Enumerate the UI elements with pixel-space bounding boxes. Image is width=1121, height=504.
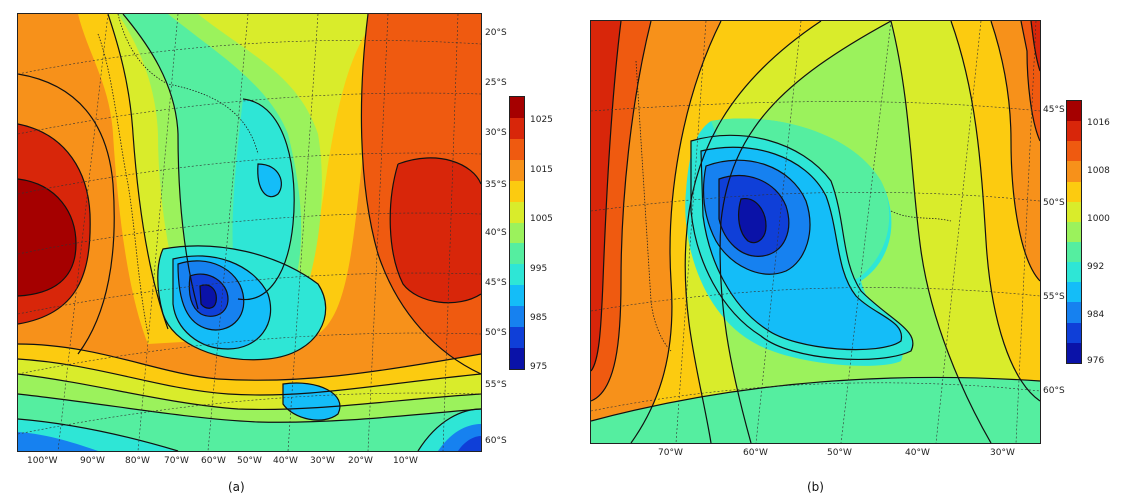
- colorbar-segment: [510, 264, 524, 286]
- lat-label: 55°S: [1043, 292, 1065, 302]
- colorbar-segment: [510, 243, 524, 265]
- colorbar-segment: [1067, 262, 1081, 283]
- colorbar-b: [1066, 100, 1082, 364]
- lat-label: 30°S: [485, 128, 507, 138]
- lon-label: 50°W: [237, 456, 262, 466]
- lon-label: 40°W: [273, 456, 298, 466]
- lat-label: 60°S: [485, 436, 507, 446]
- lon-label: 90°W: [80, 456, 105, 466]
- colorbar-tick: 992: [1087, 262, 1105, 272]
- colorbar-segment: [1067, 181, 1081, 202]
- colorbar-segment: [1067, 282, 1081, 303]
- lon-label: 10°W: [393, 456, 418, 466]
- colorbar-segment: [510, 201, 524, 223]
- lat-label: 40°S: [485, 228, 507, 238]
- lon-label: 50°W: [827, 448, 852, 458]
- colorbar-tick: 1016: [1087, 118, 1110, 128]
- colorbar-a: [509, 96, 525, 370]
- colorbar-tick: 1005: [530, 214, 553, 224]
- colorbar-segment: [1067, 322, 1081, 343]
- colorbar-segment: [510, 117, 524, 139]
- caption-a: (a): [228, 480, 245, 494]
- lat-label: 20°S: [485, 28, 507, 38]
- colorbar-tick: 975: [530, 362, 548, 372]
- lat-label: 45°S: [485, 278, 507, 288]
- colorbar-segment: [1067, 241, 1081, 263]
- colorbar-segment: [510, 138, 524, 160]
- map-a-contours: [18, 14, 481, 451]
- colorbar-segment: [510, 327, 524, 349]
- lon-label: 70°W: [658, 448, 683, 458]
- lat-label: 50°S: [485, 328, 507, 338]
- colorbar-tick: 1000: [1087, 214, 1110, 224]
- lon-label: 100°W: [27, 456, 58, 466]
- lat-label: 60°S: [1043, 386, 1065, 396]
- lon-label: 20°W: [348, 456, 373, 466]
- map-a-pressure-field: [17, 13, 482, 452]
- colorbar-segment: [1067, 121, 1081, 142]
- caption-b: (b): [807, 480, 824, 494]
- colorbar-segment: [510, 285, 524, 307]
- lon-label: 60°W: [743, 448, 768, 458]
- colorbar-segment: [1067, 221, 1081, 242]
- colorbar-segment: [510, 348, 524, 369]
- lat-label: 55°S: [485, 380, 507, 390]
- colorbar-segment: [1067, 342, 1081, 363]
- lat-label: 45°S: [1043, 105, 1065, 115]
- lon-label: 80°W: [125, 456, 150, 466]
- colorbar-segment: [510, 97, 524, 118]
- lat-label: 25°S: [485, 78, 507, 88]
- lat-label: 35°S: [485, 180, 507, 190]
- map-b-pressure-field: [590, 20, 1041, 444]
- colorbar-tick: 995: [530, 264, 548, 274]
- colorbar-segment: [510, 306, 524, 328]
- colorbar-segment: [1067, 201, 1081, 222]
- lon-label: 70°W: [164, 456, 189, 466]
- colorbar-tick: 984: [1087, 310, 1105, 320]
- colorbar-tick: 1008: [1087, 166, 1110, 176]
- colorbar-segment: [1067, 161, 1081, 182]
- lon-label: 30°W: [990, 448, 1015, 458]
- colorbar-segment: [1067, 141, 1081, 162]
- colorbar-segment: [510, 159, 524, 181]
- colorbar-segment: [510, 222, 524, 244]
- colorbar-tick: 985: [530, 313, 548, 323]
- colorbar-tick: 1025: [530, 115, 553, 125]
- map-b-contours: [591, 21, 1040, 443]
- lat-label: 50°S: [1043, 198, 1065, 208]
- lon-label: 60°W: [201, 456, 226, 466]
- colorbar-segment: [1067, 101, 1081, 122]
- lon-label: 40°W: [905, 448, 930, 458]
- colorbar-tick: 976: [1087, 356, 1105, 366]
- colorbar-segment: [1067, 302, 1081, 323]
- lon-label: 30°W: [310, 456, 335, 466]
- colorbar-tick: 1015: [530, 165, 553, 175]
- colorbar-segment: [510, 180, 524, 202]
